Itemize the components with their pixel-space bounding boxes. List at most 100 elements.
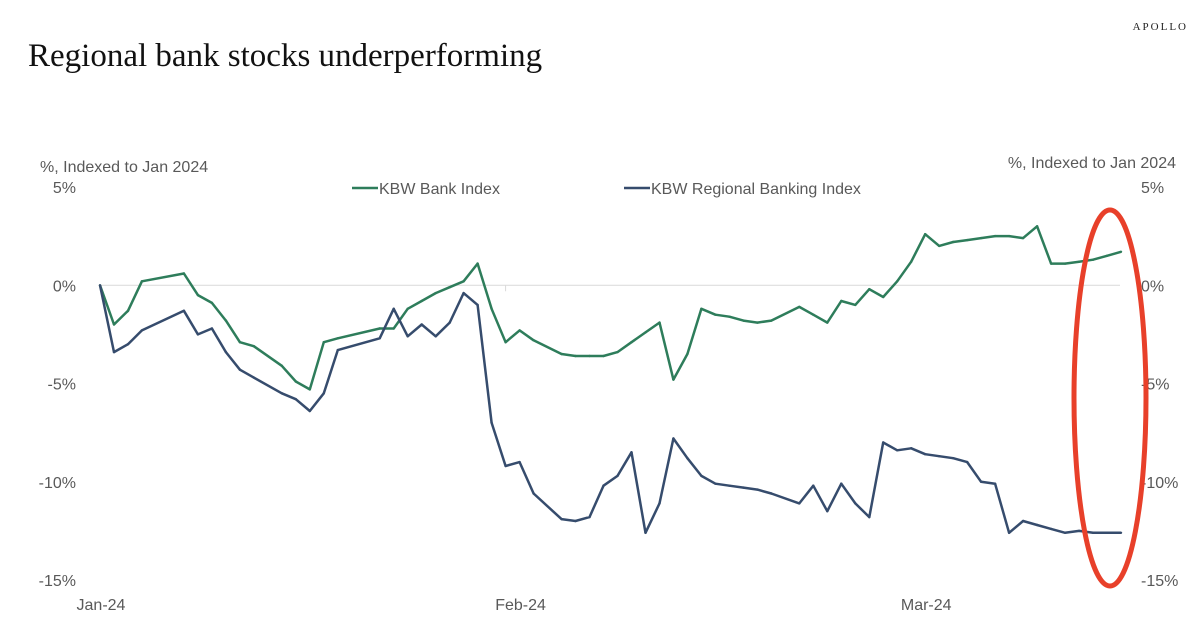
data-point bbox=[602, 354, 605, 358]
data-point bbox=[308, 409, 311, 413]
data-point bbox=[322, 341, 325, 344]
series-line bbox=[98, 225, 1122, 391]
data-point bbox=[868, 515, 871, 519]
data-point bbox=[1063, 262, 1067, 265]
data-point bbox=[882, 441, 885, 444]
data-point bbox=[854, 303, 857, 307]
data-point bbox=[840, 299, 843, 303]
data-point bbox=[98, 284, 102, 287]
data-point bbox=[322, 392, 325, 395]
data-point bbox=[979, 480, 983, 483]
y-tick-label-right: 5% bbox=[1141, 180, 1164, 197]
data-point bbox=[448, 286, 451, 289]
data-point bbox=[532, 492, 535, 495]
data-point bbox=[812, 484, 815, 487]
y-tick-label-right: -15% bbox=[1141, 573, 1178, 590]
data-point bbox=[392, 307, 395, 310]
data-point bbox=[938, 455, 941, 458]
data-point bbox=[700, 307, 703, 310]
data-point bbox=[210, 327, 214, 330]
data-point bbox=[560, 352, 563, 356]
data-point bbox=[979, 236, 983, 240]
data-point bbox=[588, 515, 591, 519]
data-point bbox=[1105, 531, 1109, 534]
data-point bbox=[644, 531, 647, 534]
data-point bbox=[182, 272, 186, 275]
data-point bbox=[224, 350, 228, 354]
y-tick-label-left: -15% bbox=[39, 573, 76, 590]
data-point bbox=[378, 327, 381, 330]
data-point bbox=[1049, 262, 1053, 265]
data-point bbox=[504, 464, 507, 468]
data-point bbox=[1021, 236, 1025, 240]
data-point bbox=[602, 484, 605, 487]
data-point bbox=[574, 354, 577, 358]
data-point bbox=[826, 321, 829, 324]
brand-logo: APOLLO bbox=[1132, 21, 1188, 33]
data-point bbox=[756, 488, 759, 491]
data-point bbox=[126, 309, 130, 312]
data-point bbox=[336, 348, 339, 352]
data-point bbox=[490, 307, 493, 310]
data-point bbox=[658, 321, 661, 324]
data-point bbox=[840, 482, 843, 485]
data-point bbox=[1119, 250, 1123, 253]
data-point bbox=[140, 280, 144, 283]
data-point bbox=[630, 341, 633, 344]
axes-group bbox=[99, 284, 1120, 292]
data-point bbox=[462, 291, 465, 295]
data-point bbox=[770, 319, 773, 322]
data-point bbox=[854, 502, 857, 505]
data-point bbox=[686, 457, 689, 460]
data-point bbox=[952, 457, 955, 460]
x-ticks: Jan-24 Feb-24 Mar-24 bbox=[77, 597, 952, 614]
data-point bbox=[588, 354, 591, 358]
data-point bbox=[616, 474, 619, 478]
data-point bbox=[1077, 529, 1081, 533]
data-point bbox=[462, 280, 465, 283]
data-point bbox=[1119, 531, 1123, 534]
data-point bbox=[700, 474, 703, 478]
data-point bbox=[140, 329, 144, 332]
data-point bbox=[1105, 254, 1109, 257]
data-point bbox=[476, 303, 479, 307]
data-point bbox=[112, 323, 116, 326]
data-point bbox=[1091, 258, 1095, 261]
data-point bbox=[476, 262, 479, 265]
data-point bbox=[924, 453, 927, 456]
data-point bbox=[1077, 260, 1081, 263]
data-point bbox=[868, 288, 871, 291]
y-axis-label-left: %, Indexed to Jan 2024 bbox=[40, 159, 208, 176]
data-point bbox=[504, 341, 507, 344]
highlight-ellipse-annotation bbox=[1071, 207, 1149, 589]
data-point bbox=[728, 315, 731, 318]
data-point bbox=[924, 233, 927, 236]
data-point bbox=[294, 380, 297, 383]
data-point bbox=[238, 341, 242, 344]
data-point bbox=[574, 519, 577, 523]
data-point bbox=[378, 337, 381, 340]
x-tick-label: Jan-24 bbox=[77, 597, 126, 614]
data-point bbox=[1007, 234, 1011, 238]
data-point bbox=[210, 301, 214, 305]
data-point bbox=[336, 337, 339, 340]
data-point bbox=[952, 240, 955, 244]
data-point bbox=[280, 364, 283, 367]
data-point bbox=[798, 502, 801, 505]
data-point bbox=[966, 238, 969, 242]
data-point bbox=[518, 460, 521, 464]
y-tick-label-left: 0% bbox=[53, 278, 76, 295]
data-point bbox=[728, 484, 731, 487]
data-point bbox=[910, 447, 913, 450]
y-tick-label-right: 0% bbox=[1141, 278, 1164, 295]
data-point bbox=[252, 345, 255, 348]
legend: KBW Bank Index KBW Regional Banking Index bbox=[352, 181, 861, 198]
data-point bbox=[1035, 225, 1039, 228]
data-point bbox=[434, 291, 437, 295]
data-point bbox=[966, 460, 969, 464]
data-point bbox=[196, 333, 200, 336]
data-point bbox=[1021, 519, 1025, 523]
data-point bbox=[308, 388, 311, 391]
data-point bbox=[993, 234, 997, 238]
data-point bbox=[672, 437, 675, 440]
